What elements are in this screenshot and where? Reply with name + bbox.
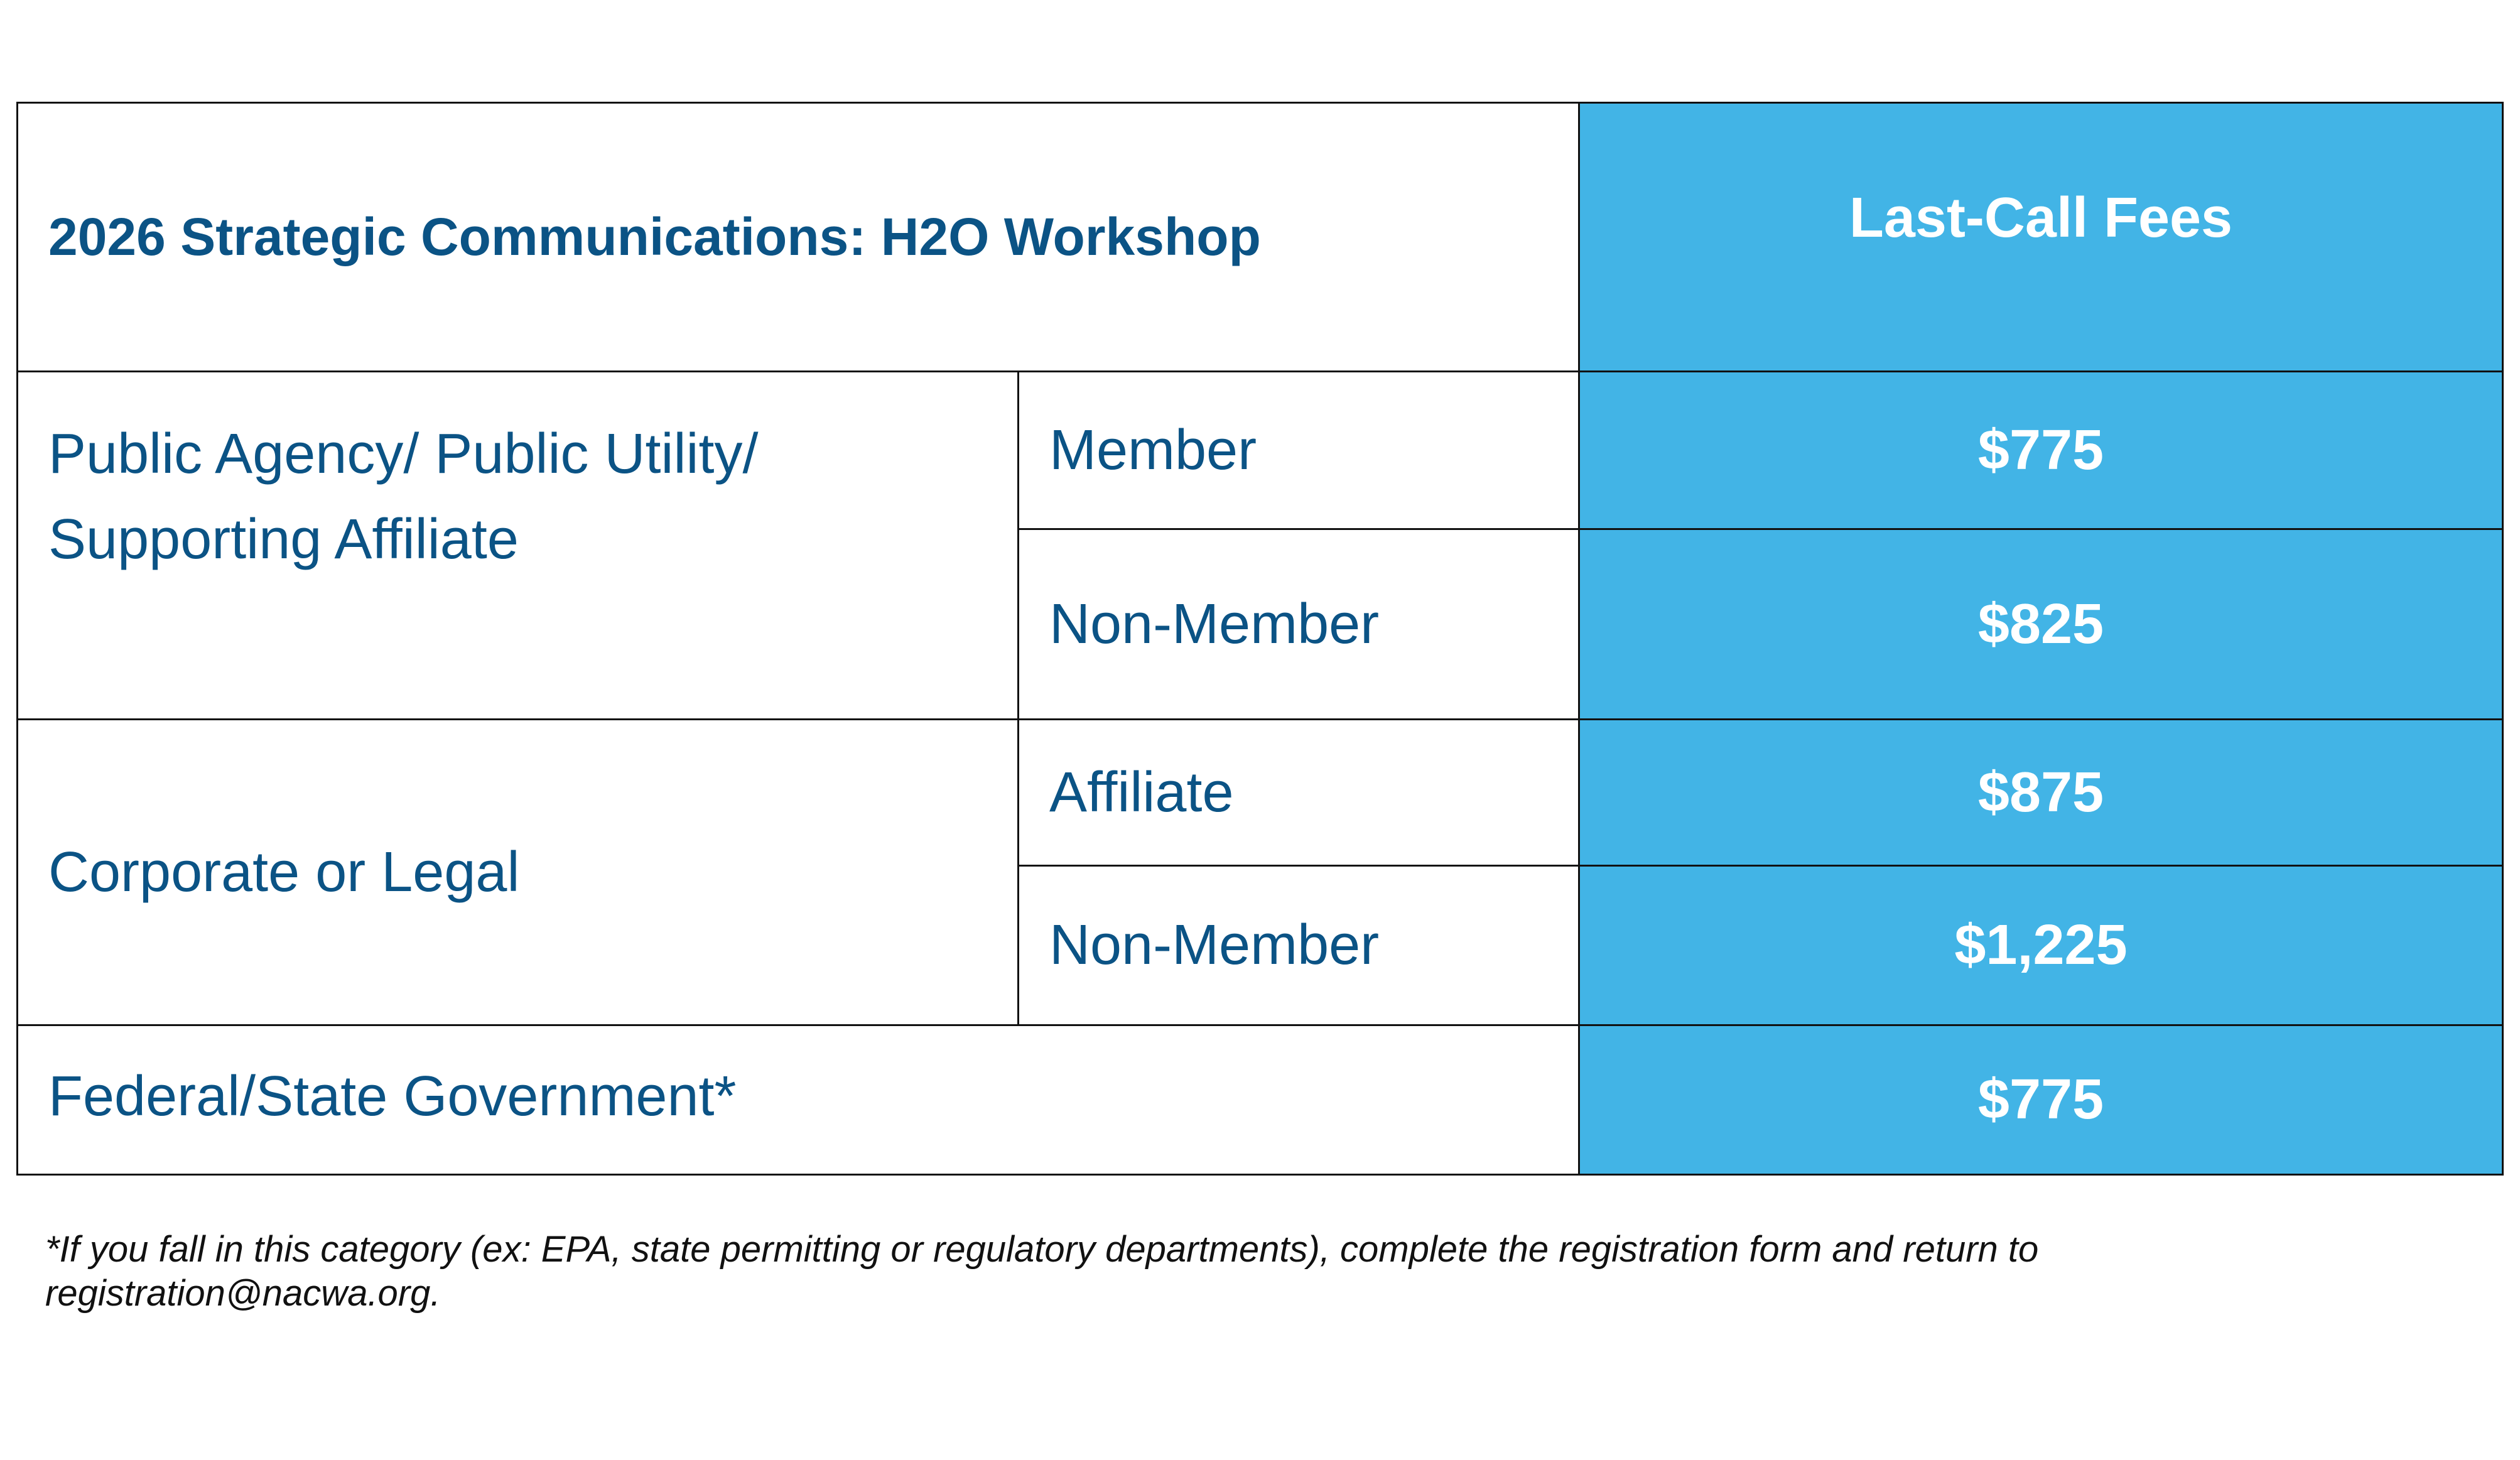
category: Corporate or Legal <box>16 718 1019 1026</box>
header-title: 2026 Strategic Communications: H2O Works… <box>16 102 1580 372</box>
fee: $775 <box>1578 1024 2504 1176</box>
member-type: Affiliate <box>1017 718 1580 867</box>
member-type: Member <box>1017 370 1580 530</box>
member-type: Non-Member <box>1017 865 1580 1026</box>
fee: $825 <box>1578 528 2504 720</box>
member-type: Non-Member <box>1017 528 1580 720</box>
category: Federal/State Government* <box>16 1024 1580 1176</box>
fee: $875 <box>1578 718 2504 867</box>
fee-header: Last-Call Fees <box>1578 102 2504 372</box>
fee: $775 <box>1578 370 2504 530</box>
footnote: *If you fall in this category (ex: EPA, … <box>45 1229 2039 1314</box>
category: Public Agency/ Public Utility/ Supportin… <box>16 370 1019 720</box>
fee: $1,225 <box>1578 865 2504 1026</box>
